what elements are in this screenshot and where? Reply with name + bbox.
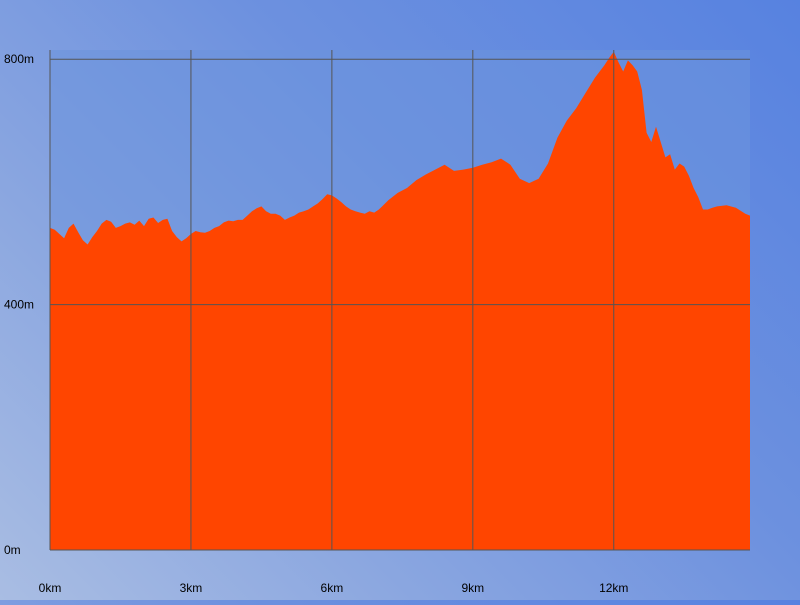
x-tick-label: 9km	[461, 581, 484, 595]
y-tick-labels: 0m 400m 800m	[4, 52, 34, 557]
y-tick-label: 0m	[4, 543, 21, 557]
area-layer	[50, 51, 750, 551]
x-tick-label: 3km	[180, 581, 203, 595]
elevation-area	[50, 51, 750, 551]
x-tick-label: 6km	[321, 581, 344, 595]
x-tick-labels: 0km 3km 6km 9km 12km	[39, 581, 629, 595]
y-tick-label: 400m	[4, 298, 34, 312]
x-tick-label: 0km	[39, 581, 62, 595]
x-tick-label: 12km	[599, 581, 628, 595]
grid-layer	[49, 50, 750, 551]
y-tick-label: 800m	[4, 52, 34, 66]
